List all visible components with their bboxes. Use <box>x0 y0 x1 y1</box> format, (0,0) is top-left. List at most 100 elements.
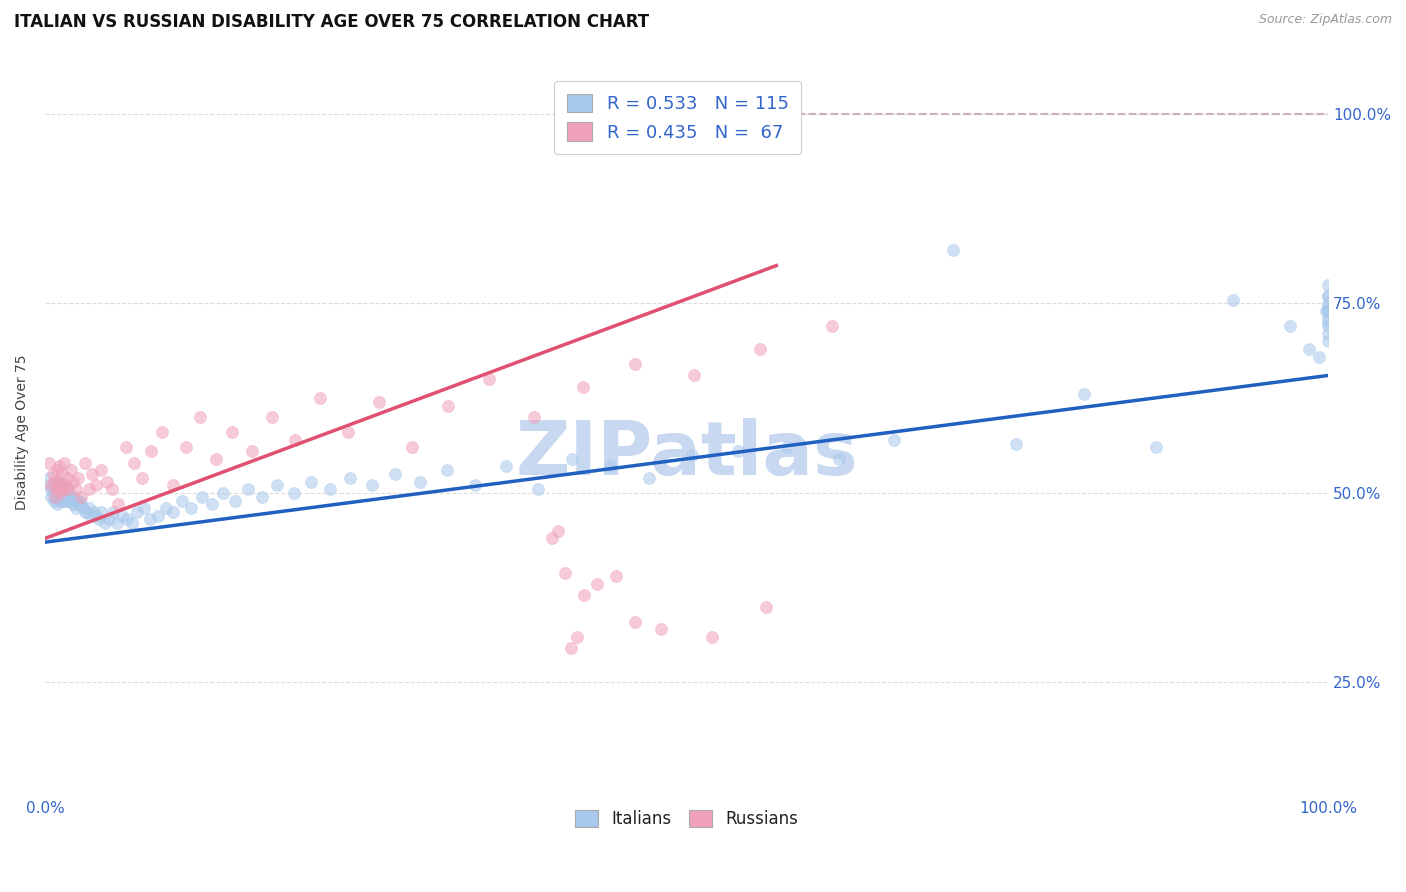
Point <box>63 490 86 504</box>
Point <box>567 630 589 644</box>
Point <box>45 497 67 511</box>
Point <box>84 508 107 523</box>
Text: Source: ZipAtlas.com: Source: ZipAtlas.com <box>1258 13 1392 27</box>
Point <box>45 486 67 500</box>
Point <box>45 463 67 477</box>
Point <box>755 599 778 614</box>
Point <box>55 482 77 496</box>
Point <box>67 471 90 485</box>
Point <box>65 482 87 496</box>
Point <box>49 478 72 492</box>
Point <box>236 482 259 496</box>
Point <box>174 441 197 455</box>
Point <box>212 486 235 500</box>
Point <box>48 493 70 508</box>
Point <box>48 478 70 492</box>
Point <box>284 433 307 447</box>
Point <box>46 482 69 496</box>
Point <box>336 425 359 440</box>
Point <box>45 475 67 489</box>
Point <box>62 497 84 511</box>
Point <box>624 615 647 629</box>
Point <box>48 459 70 474</box>
Text: ITALIAN VS RUSSIAN DISABILITY AGE OVER 75 CORRELATION CHART: ITALIAN VS RUSSIAN DISABILITY AGE OVER 7… <box>14 13 650 31</box>
Point <box>55 478 77 492</box>
Point <box>70 490 93 504</box>
Point <box>240 444 263 458</box>
Point <box>1317 319 1340 334</box>
Legend: Italians, Russians: Italians, Russians <box>568 804 804 835</box>
Point <box>44 482 66 496</box>
Point <box>46 490 69 504</box>
Point <box>122 456 145 470</box>
Point <box>478 372 501 386</box>
Point <box>1005 436 1028 450</box>
Point <box>55 490 77 504</box>
Point <box>77 482 100 496</box>
Point <box>46 478 69 492</box>
Point <box>114 441 136 455</box>
Point <box>41 467 63 481</box>
Point <box>526 482 548 496</box>
Point <box>820 319 842 334</box>
Point <box>250 490 273 504</box>
Point <box>49 490 72 504</box>
Point <box>1317 277 1340 292</box>
Point <box>437 399 460 413</box>
Point <box>42 493 65 508</box>
Y-axis label: Disability Age Over 75: Disability Age Over 75 <box>15 354 30 510</box>
Point <box>83 505 105 519</box>
Point <box>38 471 60 485</box>
Point <box>131 471 153 485</box>
Point <box>141 444 163 458</box>
Point <box>51 467 73 481</box>
Point <box>1222 293 1244 307</box>
Point <box>221 425 243 440</box>
Point <box>62 475 84 489</box>
Point <box>883 433 905 447</box>
Point <box>96 475 118 489</box>
Point <box>100 482 122 496</box>
Point <box>46 475 69 489</box>
Point <box>1317 289 1340 303</box>
Point <box>60 493 83 508</box>
Point <box>540 532 562 546</box>
Point <box>605 569 627 583</box>
Point <box>52 482 75 496</box>
Point <box>1317 296 1340 310</box>
Point <box>1308 350 1330 364</box>
Point <box>162 505 184 519</box>
Point <box>162 478 184 492</box>
Point <box>39 478 62 492</box>
Point <box>1073 387 1095 401</box>
Point <box>572 588 595 602</box>
Point <box>266 478 288 492</box>
Point <box>82 467 104 481</box>
Point <box>560 641 582 656</box>
Point <box>1278 319 1301 334</box>
Point <box>107 497 129 511</box>
Point <box>98 512 121 526</box>
Point <box>53 493 76 508</box>
Point <box>72 501 94 516</box>
Point <box>1298 342 1320 356</box>
Point <box>73 456 96 470</box>
Point <box>308 391 330 405</box>
Point <box>41 482 63 496</box>
Point <box>585 577 607 591</box>
Point <box>319 482 342 496</box>
Point <box>1317 326 1340 341</box>
Point <box>73 505 96 519</box>
Point <box>46 475 69 489</box>
Point <box>188 410 211 425</box>
Point <box>624 357 647 371</box>
Point <box>1317 334 1340 349</box>
Point <box>262 410 284 425</box>
Point <box>44 490 66 504</box>
Point <box>132 501 155 516</box>
Point <box>180 501 202 516</box>
Point <box>48 486 70 500</box>
Point <box>150 425 173 440</box>
Point <box>155 501 177 516</box>
Point <box>76 505 98 519</box>
